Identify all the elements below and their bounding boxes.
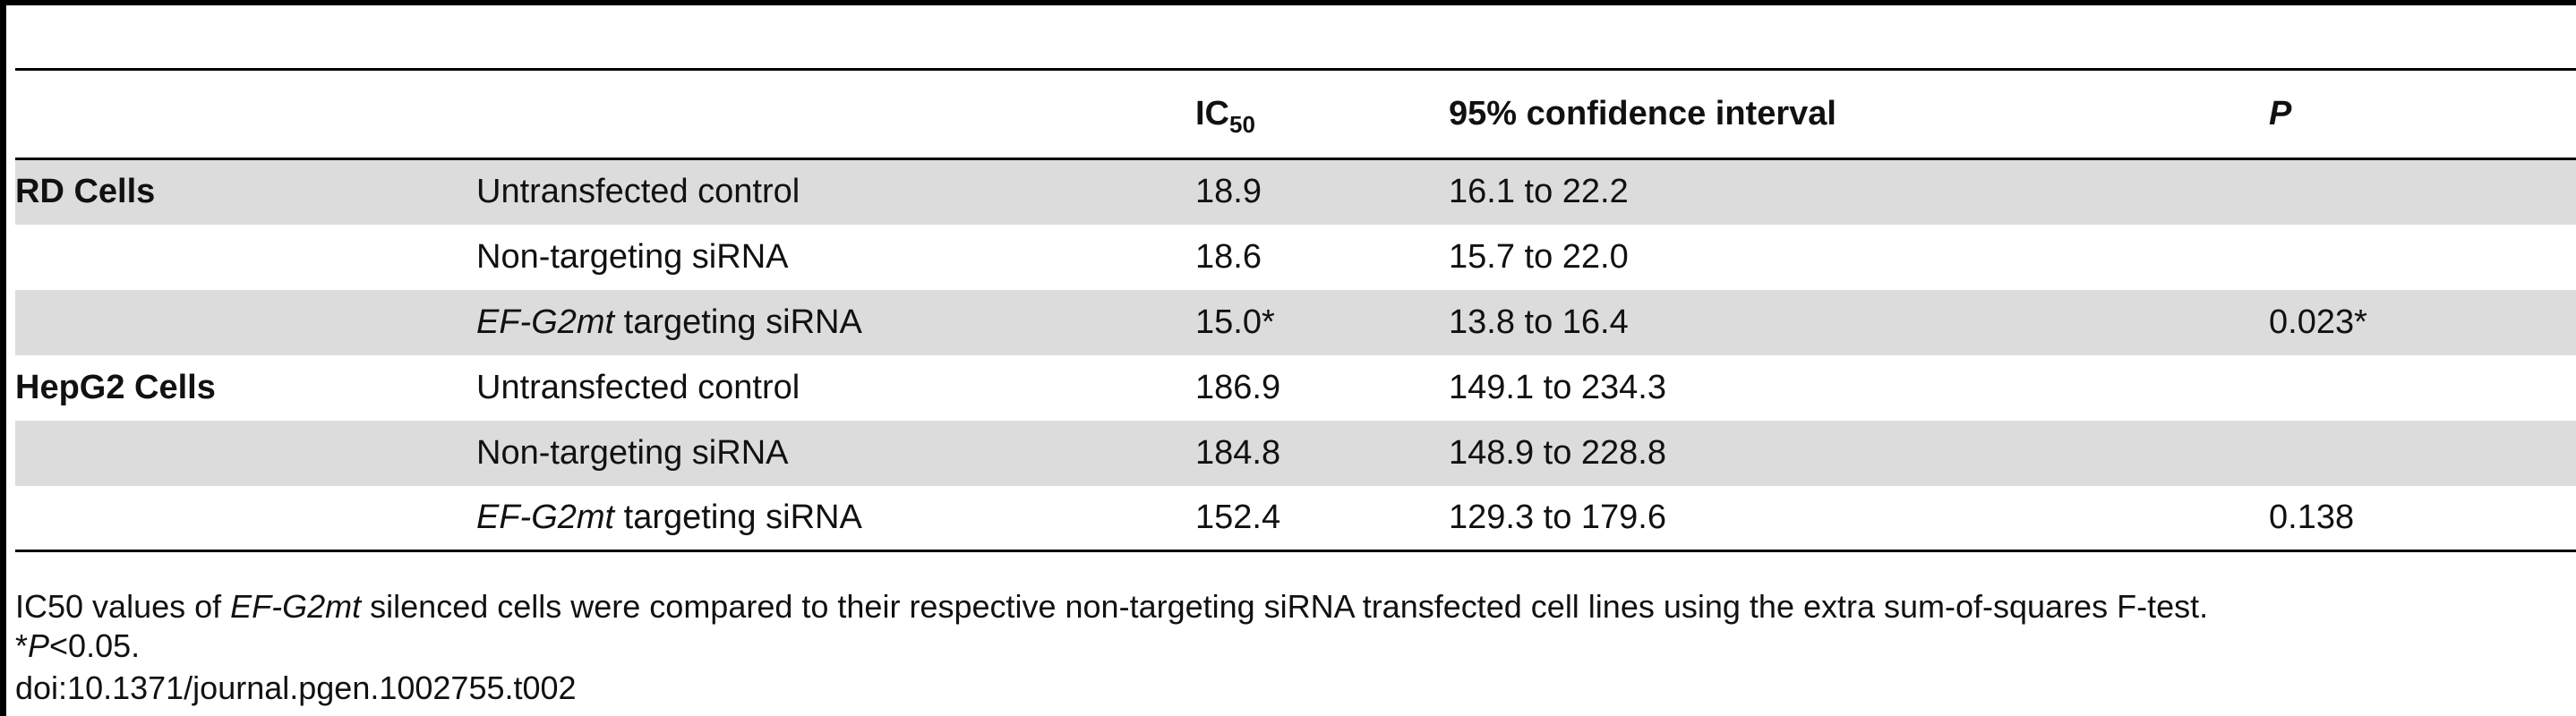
row-condition: EF-G2mt targeting siRNA: [476, 290, 1195, 355]
footnote-doi: doi:10.1371/journal.pgen.1002755.t002: [15, 669, 577, 706]
row-condition: EF-G2mt targeting siRNA: [476, 485, 1195, 552]
row-condition-text: Non-targeting siRNA: [476, 237, 789, 276]
header-ic50: IC50: [1195, 68, 1449, 160]
row-condition-text: Untransfected control: [476, 368, 800, 406]
row-group: HepG2 Cells: [15, 368, 216, 406]
footnote-text: silenced cells were compared to their re…: [361, 588, 2209, 625]
header-condition: [476, 68, 1195, 160]
footnote-threshold: <0.05.: [49, 627, 141, 664]
table-row: EF-G2mt targeting siRNA 152.4 129.3 to 1…: [15, 485, 2576, 552]
footnote-star: *: [15, 627, 29, 664]
header-ci: 95% confidence interval: [1449, 68, 2269, 160]
row-ci: 149.1 to 234.3: [1449, 368, 1666, 406]
table-row: HepG2 Cells Untransfected control 186.9 …: [15, 355, 2576, 421]
row-ic50: 18.6: [1195, 237, 1262, 276]
header-ic50-subscript: 50: [1229, 111, 1255, 138]
table-body: RD Cells Untransfected control 18.9 16.1…: [15, 158, 2576, 552]
table-header: IC50 95% confidence interval P: [15, 68, 2576, 160]
row-p: [2269, 159, 2576, 225]
row-p: [2269, 355, 2576, 421]
row-group: [15, 290, 476, 355]
table-container: IC50 95% confidence interval P RD Cells …: [15, 68, 2576, 552]
footnote-p-symbol: P: [28, 627, 50, 664]
header-ic50-text: IC: [1195, 95, 1229, 132]
footnote-significance: *P<0.05.: [15, 626, 140, 666]
row-condition-text: targeting siRNA: [614, 498, 862, 536]
row-condition: Non-targeting siRNA: [476, 421, 1195, 486]
row-ci: 148.9 to 228.8: [1449, 433, 1666, 472]
row-condition: Untransfected control: [476, 159, 1195, 225]
row-ci: 129.3 to 179.6: [1449, 485, 2269, 552]
row-condition-text: Untransfected control: [476, 173, 800, 211]
row-ic50: 18.9: [1195, 173, 1262, 211]
row-condition-italic: EF-G2mt: [476, 498, 615, 536]
footnote-gene: EF-G2mt: [230, 588, 362, 625]
row-p: 0.023*: [2269, 303, 2367, 341]
header-group: [15, 68, 476, 160]
row-ic50: 186.9: [1195, 368, 1281, 406]
header-p: P: [2269, 68, 2576, 160]
table-row: EF-G2mt targeting siRNA 15.0* 13.8 to 16…: [15, 289, 2576, 355]
row-p: [2269, 225, 2576, 290]
left-border: [0, 0, 6, 716]
row-ic50: 184.8: [1195, 433, 1281, 472]
ic50-table: IC50 95% confidence interval P RD Cells …: [15, 68, 2576, 552]
row-condition-text: Non-targeting siRNA: [476, 433, 789, 472]
table-row: Non-targeting siRNA 18.6 15.7 to 22.0: [15, 225, 2576, 290]
top-rule: [0, 0, 2576, 5]
row-condition-text: targeting siRNA: [614, 303, 862, 341]
row-ic50: 152.4: [1195, 485, 1449, 552]
row-group: [15, 225, 476, 290]
row-group: [15, 485, 476, 552]
row-ci: 16.1 to 22.2: [1449, 173, 1629, 211]
row-condition-italic: EF-G2mt: [476, 303, 615, 341]
footnote-method: IC50 values of EF-G2mt silenced cells we…: [15, 587, 2208, 626]
row-p: [2269, 421, 2576, 486]
row-ci: 13.8 to 16.4: [1449, 303, 1629, 341]
table-row: RD Cells Untransfected control 18.9 16.1…: [15, 158, 2576, 225]
header-row: IC50 95% confidence interval P: [15, 68, 2576, 160]
table-row: Non-targeting siRNA 184.8 148.9 to 228.8: [15, 420, 2576, 486]
row-group: [15, 421, 476, 486]
row-condition: Untransfected control: [476, 355, 1195, 421]
row-p: 0.138: [2269, 485, 2576, 552]
row-group: RD Cells: [15, 173, 156, 211]
row-ic50: 15.0*: [1195, 303, 1275, 341]
row-condition: Non-targeting siRNA: [476, 225, 1195, 290]
footnote-text: IC50 values of: [15, 588, 231, 625]
row-ci: 15.7 to 22.0: [1449, 237, 1629, 276]
